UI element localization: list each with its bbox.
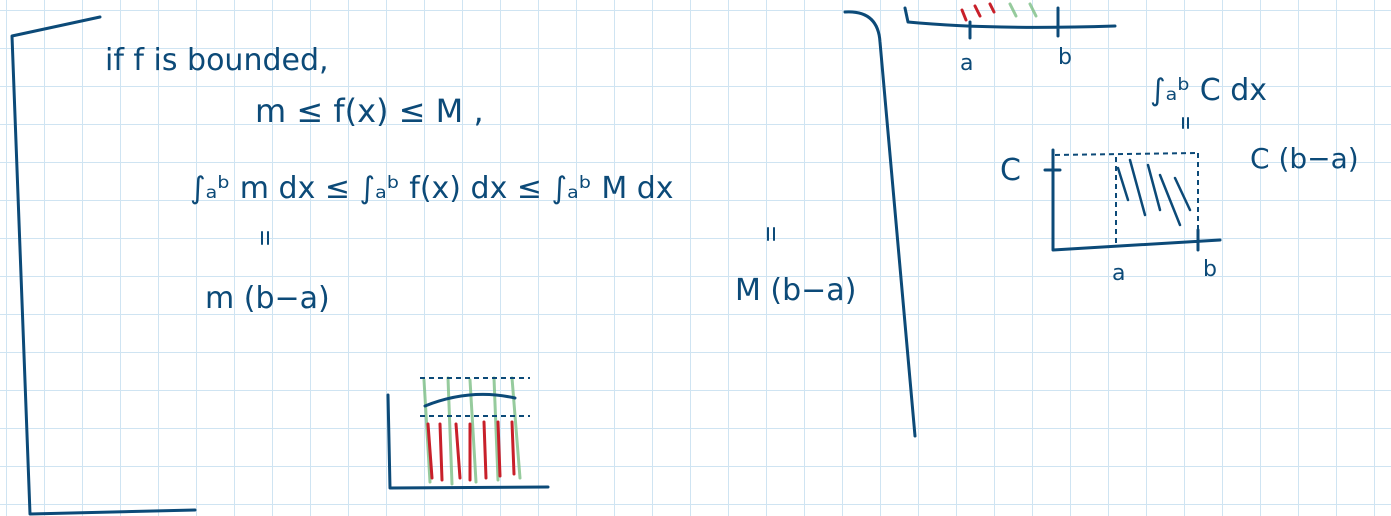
- x-label: a: [1112, 261, 1125, 286]
- y-label: C: [1000, 153, 1021, 188]
- lower-result: m (b−a): [205, 281, 330, 316]
- constant-result: C (b−a): [1250, 142, 1359, 175]
- constant-example: ∫ₐᵇ C dx C (b−a) C a b: [1000, 73, 1359, 286]
- page: if f is bounded, m ≤ f(x) ≤ M , ∫ₐᵇ m dx…: [0, 0, 1391, 516]
- notes-canvas: if f is bounded, m ≤ f(x) ≤ M , ∫ₐᵇ m dx…: [0, 0, 1391, 516]
- left-bracket: [12, 17, 195, 514]
- statement: if f is bounded,: [105, 43, 329, 78]
- x-label: b: [1203, 257, 1217, 282]
- integral-inequality: ∫ₐᵇ m dx ≤ ∫ₐᵇ f(x) dx ≤ ∫ₐᵇ M dx: [190, 171, 674, 206]
- x-label: a: [960, 51, 973, 76]
- right-bracket: [845, 12, 915, 436]
- constant-integral: ∫ₐᵇ C dx: [1150, 73, 1267, 108]
- bounded-sketch: [388, 378, 548, 488]
- x-label: b: [1058, 45, 1072, 70]
- equals-marks: [262, 228, 774, 244]
- bounds: m ≤ f(x) ≤ M ,: [255, 92, 484, 130]
- top-sketch: a b: [905, 4, 1115, 76]
- upper-result: M (b−a): [735, 273, 856, 308]
